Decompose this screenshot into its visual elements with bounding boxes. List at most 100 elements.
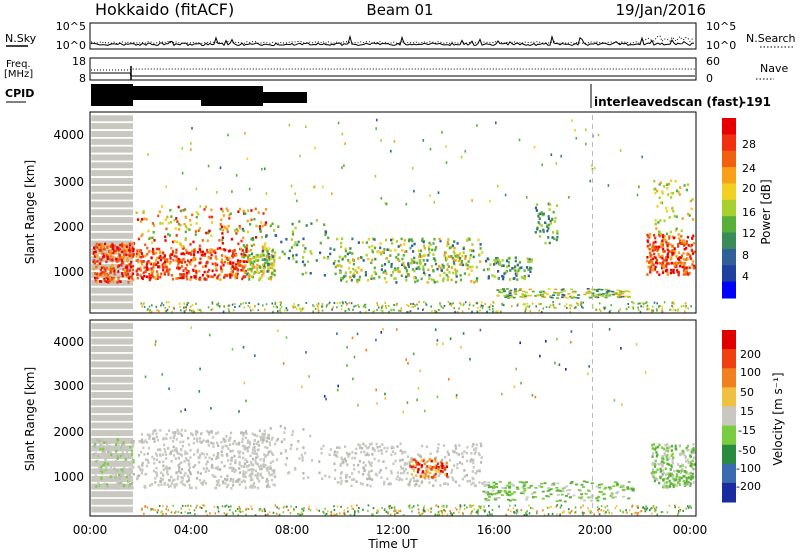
echo-point <box>147 260 150 263</box>
echo-point <box>624 290 628 292</box>
echo-point <box>194 230 197 233</box>
echo-point <box>387 505 390 508</box>
echo-point <box>585 142 587 146</box>
echo-point <box>647 246 650 250</box>
echo-point <box>302 307 305 310</box>
echo-point <box>514 265 517 268</box>
echo-point <box>273 269 276 273</box>
echo-point <box>571 119 573 122</box>
echo-point <box>386 446 389 450</box>
echo-point <box>287 471 290 475</box>
power-cb-label: Power [dB] <box>759 179 773 244</box>
echo-point <box>427 509 430 512</box>
echo-point <box>214 264 217 267</box>
echo-point <box>266 484 269 488</box>
echo-point <box>118 254 122 257</box>
echo-point <box>245 471 248 474</box>
echo-point <box>211 302 214 305</box>
echo-point <box>243 480 247 483</box>
echo-point <box>428 277 431 280</box>
echo-point <box>249 442 252 446</box>
echo-point <box>670 465 673 469</box>
echo-point <box>271 469 274 473</box>
echo-point <box>563 510 565 513</box>
echo-point <box>197 229 200 232</box>
echo-point <box>392 462 395 465</box>
echo-point <box>659 181 662 184</box>
echo-point <box>554 220 557 223</box>
echo-point <box>226 474 229 478</box>
echo-point <box>140 302 143 305</box>
echo-point <box>189 262 192 266</box>
echo-point <box>639 310 642 313</box>
echo-point <box>519 492 523 495</box>
echo-point <box>687 461 690 464</box>
echo-point <box>526 302 529 305</box>
echo-point <box>309 434 312 438</box>
echo-point <box>367 509 369 512</box>
echo-point <box>109 253 112 256</box>
echo-point <box>301 272 304 276</box>
echo-point <box>441 505 443 508</box>
echo-point <box>650 265 653 268</box>
echo-point <box>131 482 134 485</box>
echo-point <box>422 271 426 274</box>
echo-point <box>116 246 119 249</box>
echo-point <box>676 269 679 272</box>
echo-point <box>123 484 126 488</box>
echo-point <box>184 510 186 513</box>
echo-point <box>383 263 387 266</box>
echo-point <box>168 234 171 237</box>
echo-point <box>234 274 237 277</box>
echo-point <box>266 479 270 483</box>
range-gate-stripe <box>91 217 133 224</box>
echo-point <box>343 511 346 514</box>
echo-point <box>120 259 123 262</box>
echo-point <box>529 484 533 487</box>
echo-point <box>654 191 657 195</box>
echo-point <box>389 254 392 257</box>
echo-point <box>240 247 243 251</box>
echo-point <box>117 487 120 490</box>
echo-point <box>501 302 503 305</box>
echo-point <box>123 479 126 482</box>
echo-point <box>668 216 671 219</box>
echo-point <box>165 301 168 304</box>
echo-point <box>434 458 437 461</box>
echo-point <box>373 310 376 313</box>
echo-point <box>665 265 668 268</box>
echo-point <box>619 291 623 293</box>
echo-point <box>439 266 442 270</box>
echo-point <box>99 268 102 272</box>
echo-point <box>434 479 437 482</box>
echo-point <box>451 302 453 305</box>
echo-point <box>381 507 383 509</box>
echo-point <box>407 265 410 269</box>
echo-point <box>459 504 462 507</box>
echo-point <box>234 263 238 266</box>
echo-point <box>155 435 158 439</box>
echo-point <box>446 474 449 478</box>
echo-point <box>353 478 356 481</box>
echo-point <box>404 451 407 454</box>
echo-point <box>412 250 415 253</box>
echo-point <box>594 294 598 297</box>
echo-point <box>186 301 189 304</box>
echo-point <box>549 304 552 307</box>
echo-point <box>473 448 476 451</box>
echo-point <box>668 250 671 253</box>
echo-point <box>434 469 437 472</box>
echo-point <box>201 273 204 277</box>
echo-point <box>552 210 555 214</box>
echo-point <box>258 465 261 468</box>
echo-point <box>673 479 676 482</box>
echo-point <box>113 269 116 273</box>
echo-point <box>212 454 215 457</box>
echo-point <box>413 256 416 260</box>
echo-point <box>123 454 126 457</box>
echo-point <box>664 259 667 262</box>
echo-point <box>656 189 659 193</box>
echo-point <box>152 509 155 511</box>
echo-point <box>556 493 560 496</box>
echo-point <box>524 295 528 297</box>
